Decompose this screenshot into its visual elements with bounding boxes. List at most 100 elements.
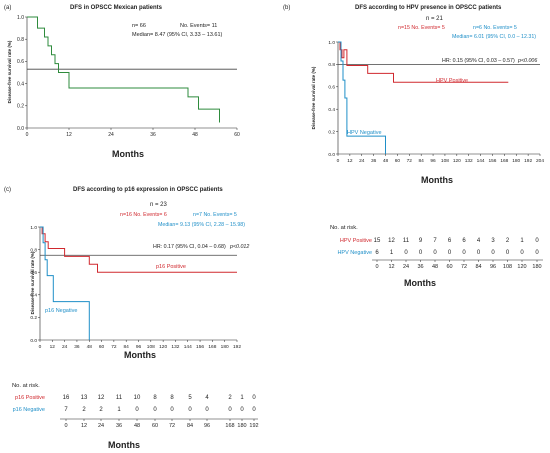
panel-a: (a) DFS in OPSCC Mexican patients n= 66 … <box>4 5 240 159</box>
risk-b-tick-label: 180 <box>532 264 541 270</box>
risk-table-b: No. at risk. Months HPV Positive 15 12 11 9 7… <box>330 225 543 288</box>
plot-c-ytick-label: 0.4 <box>30 293 37 299</box>
risk-b-cell: 4 <box>477 238 481 244</box>
panel-c-median: Median= 9.13 (95% CI, 2.28 – 15.98) <box>158 222 245 228</box>
plot-b-xtick-label: 192 <box>524 158 532 164</box>
risk-c-cell: 10 <box>134 395 141 401</box>
risk-b-cell: 0 <box>535 238 539 244</box>
risk-c-cell: 12 <box>98 395 105 401</box>
plot-b-xtick-label: 72 <box>407 158 413 164</box>
risk-b-cell: 1 <box>520 238 524 244</box>
risk-c-tick-label: 84 <box>187 423 193 429</box>
plot-b-xtick-label: 12 <box>347 158 353 164</box>
plot-b-xtick-label: 204 <box>536 158 544 164</box>
panel-b-ylabel: Disease-free survival rate (%) <box>311 66 316 129</box>
risk-b-cell: 7 <box>433 238 437 244</box>
plot-a-xtick-label: 60 <box>234 132 240 138</box>
risk-b-cell: 2 <box>506 238 510 244</box>
plot-c-xtick-label: 96 <box>136 344 142 350</box>
risk-c-cell: 2 <box>82 407 86 413</box>
risk-b-cell: 0 <box>433 250 437 256</box>
plot-c-xtick-label: 144 <box>184 344 192 350</box>
risk-c-tick-label: 72 <box>169 423 175 429</box>
risk-b-cell: 0 <box>477 250 481 256</box>
plot-b-xtick-label: 120 <box>453 158 461 164</box>
risk-b-row-label: HPV Negative <box>337 250 372 256</box>
risk-c-cell: 11 <box>116 395 123 401</box>
risk-table-b-title: No. at risk. <box>330 225 358 231</box>
plot-a-xtick-label: 48 <box>192 132 198 138</box>
risk-b-tick-label: 24 <box>403 264 409 270</box>
plot-c-ytick-label: 0.0 <box>30 338 37 344</box>
risk-table-c: No. at risk. Months p16 Positive 16 13 12 11… <box>12 383 259 450</box>
plot-b-xtick-label: 180 <box>512 158 520 164</box>
risk-c-row-label: p16 Negative <box>13 407 45 413</box>
plot-c-xtick-label: 120 <box>159 344 167 350</box>
risk-b-tick-label: 12 <box>388 264 394 270</box>
plot-b-xtick-label: 84 <box>419 158 425 164</box>
plot-c-xtick-label: 12 <box>50 344 56 350</box>
risk-b-tick-label: 96 <box>490 264 496 270</box>
risk-c-tick-label: 0 <box>64 423 67 429</box>
risk-b-tick-label: 72 <box>461 264 467 270</box>
risk-b-tick-label: 0 <box>375 264 378 270</box>
risk-b-cell: 0 <box>419 250 423 256</box>
plot-a-xtick-label: 24 <box>108 132 114 138</box>
plot-c-ytick-label: 0.6 <box>30 270 37 276</box>
panel-a-label: (a) <box>4 5 11 11</box>
risk-table-c-title: No. at risk. <box>12 383 40 389</box>
plot-c-xtick-label: 24 <box>62 344 68 350</box>
risk-b-cell: 0 <box>506 250 510 256</box>
risk-b-cell: 0 <box>404 250 408 256</box>
risk-b-tick-label: 108 <box>503 264 512 270</box>
risk-c-cell: 2 <box>228 395 232 401</box>
panel-b-p: p<0.006 <box>517 58 537 64</box>
panel-b-legend-neg: HPV Negative <box>347 130 382 136</box>
panel-b-median: Median= 6.01 (95% CI, 0.0 – 12.31) <box>452 34 536 40</box>
plot-c-xtick-label: 60 <box>99 344 105 350</box>
risk-c-cell: 7 <box>64 407 68 413</box>
risk-b-row-label: HPV Positive <box>340 238 372 244</box>
risk-b-cell: 0 <box>520 250 524 256</box>
plot-b-xtick-label: 60 <box>395 158 401 164</box>
panel-b-label: (b) <box>283 5 290 11</box>
plot-b-xtick-label: 168 <box>500 158 508 164</box>
panel-c-n: n = 23 <box>150 202 168 208</box>
risk-c-tick-label: 24 <box>98 423 104 429</box>
risk-c-cell: 5 <box>188 395 192 401</box>
risk-c-cell: 0 <box>170 407 174 413</box>
plot-a-ytick-label: 0.8 <box>17 37 24 43</box>
plot-a-series-0-line <box>27 16 220 123</box>
plot-c-ytick-label: 0.8 <box>30 247 37 253</box>
risk-b-cell: 0 <box>491 250 495 256</box>
risk-b-cell: 6 <box>448 238 452 244</box>
panel-b: (b) DFS according to HPV presence in OPS… <box>283 5 544 185</box>
risk-b-tick-label: 84 <box>475 264 481 270</box>
panel-b-plot: 0.0 0.2 0.4 0.6 0.8 1.0 0 12 24 36 48 60 72 84 96 108 12… <box>328 40 544 164</box>
panel-c-label: (c) <box>4 187 11 193</box>
panel-c-title: DFS according to p16 expression in OPSCC… <box>73 187 223 193</box>
plot-b-ytick-label: 0.4 <box>328 107 335 113</box>
plot-c-xtick-label: 132 <box>171 344 179 350</box>
plot-b-xtick-label: 144 <box>477 158 485 164</box>
plot-c-series-1-line <box>40 226 90 340</box>
plot-c-xtick-label: 168 <box>208 344 216 350</box>
risk-c-cell: 8 <box>153 395 157 401</box>
plot-b-ytick-label: 1.0 <box>328 40 335 46</box>
plot-a-ytick-label: 0.0 <box>17 126 24 132</box>
risk-c-cell: 8 <box>170 395 174 401</box>
risk-c-tick-label: 180 <box>237 423 246 429</box>
risk-c-cell: 0 <box>153 407 157 413</box>
plot-b-xtick-label: 24 <box>359 158 365 164</box>
panel-b-title: DFS according to HPV presence in OPSCC p… <box>355 5 502 11</box>
panel-c-group2: n=7 No. Events= 5 <box>193 212 237 218</box>
plot-b-ytick-label: 0.6 <box>328 85 335 91</box>
risk-c-tick-label: 12 <box>81 423 87 429</box>
plot-b-ytick-label: 0.0 <box>328 152 335 158</box>
plot-c-xtick-label: 36 <box>74 344 80 350</box>
plot-b-xtick-label: 36 <box>371 158 377 164</box>
risk-c-cell: 0 <box>240 407 244 413</box>
risk-c-cell: 16 <box>63 395 70 401</box>
